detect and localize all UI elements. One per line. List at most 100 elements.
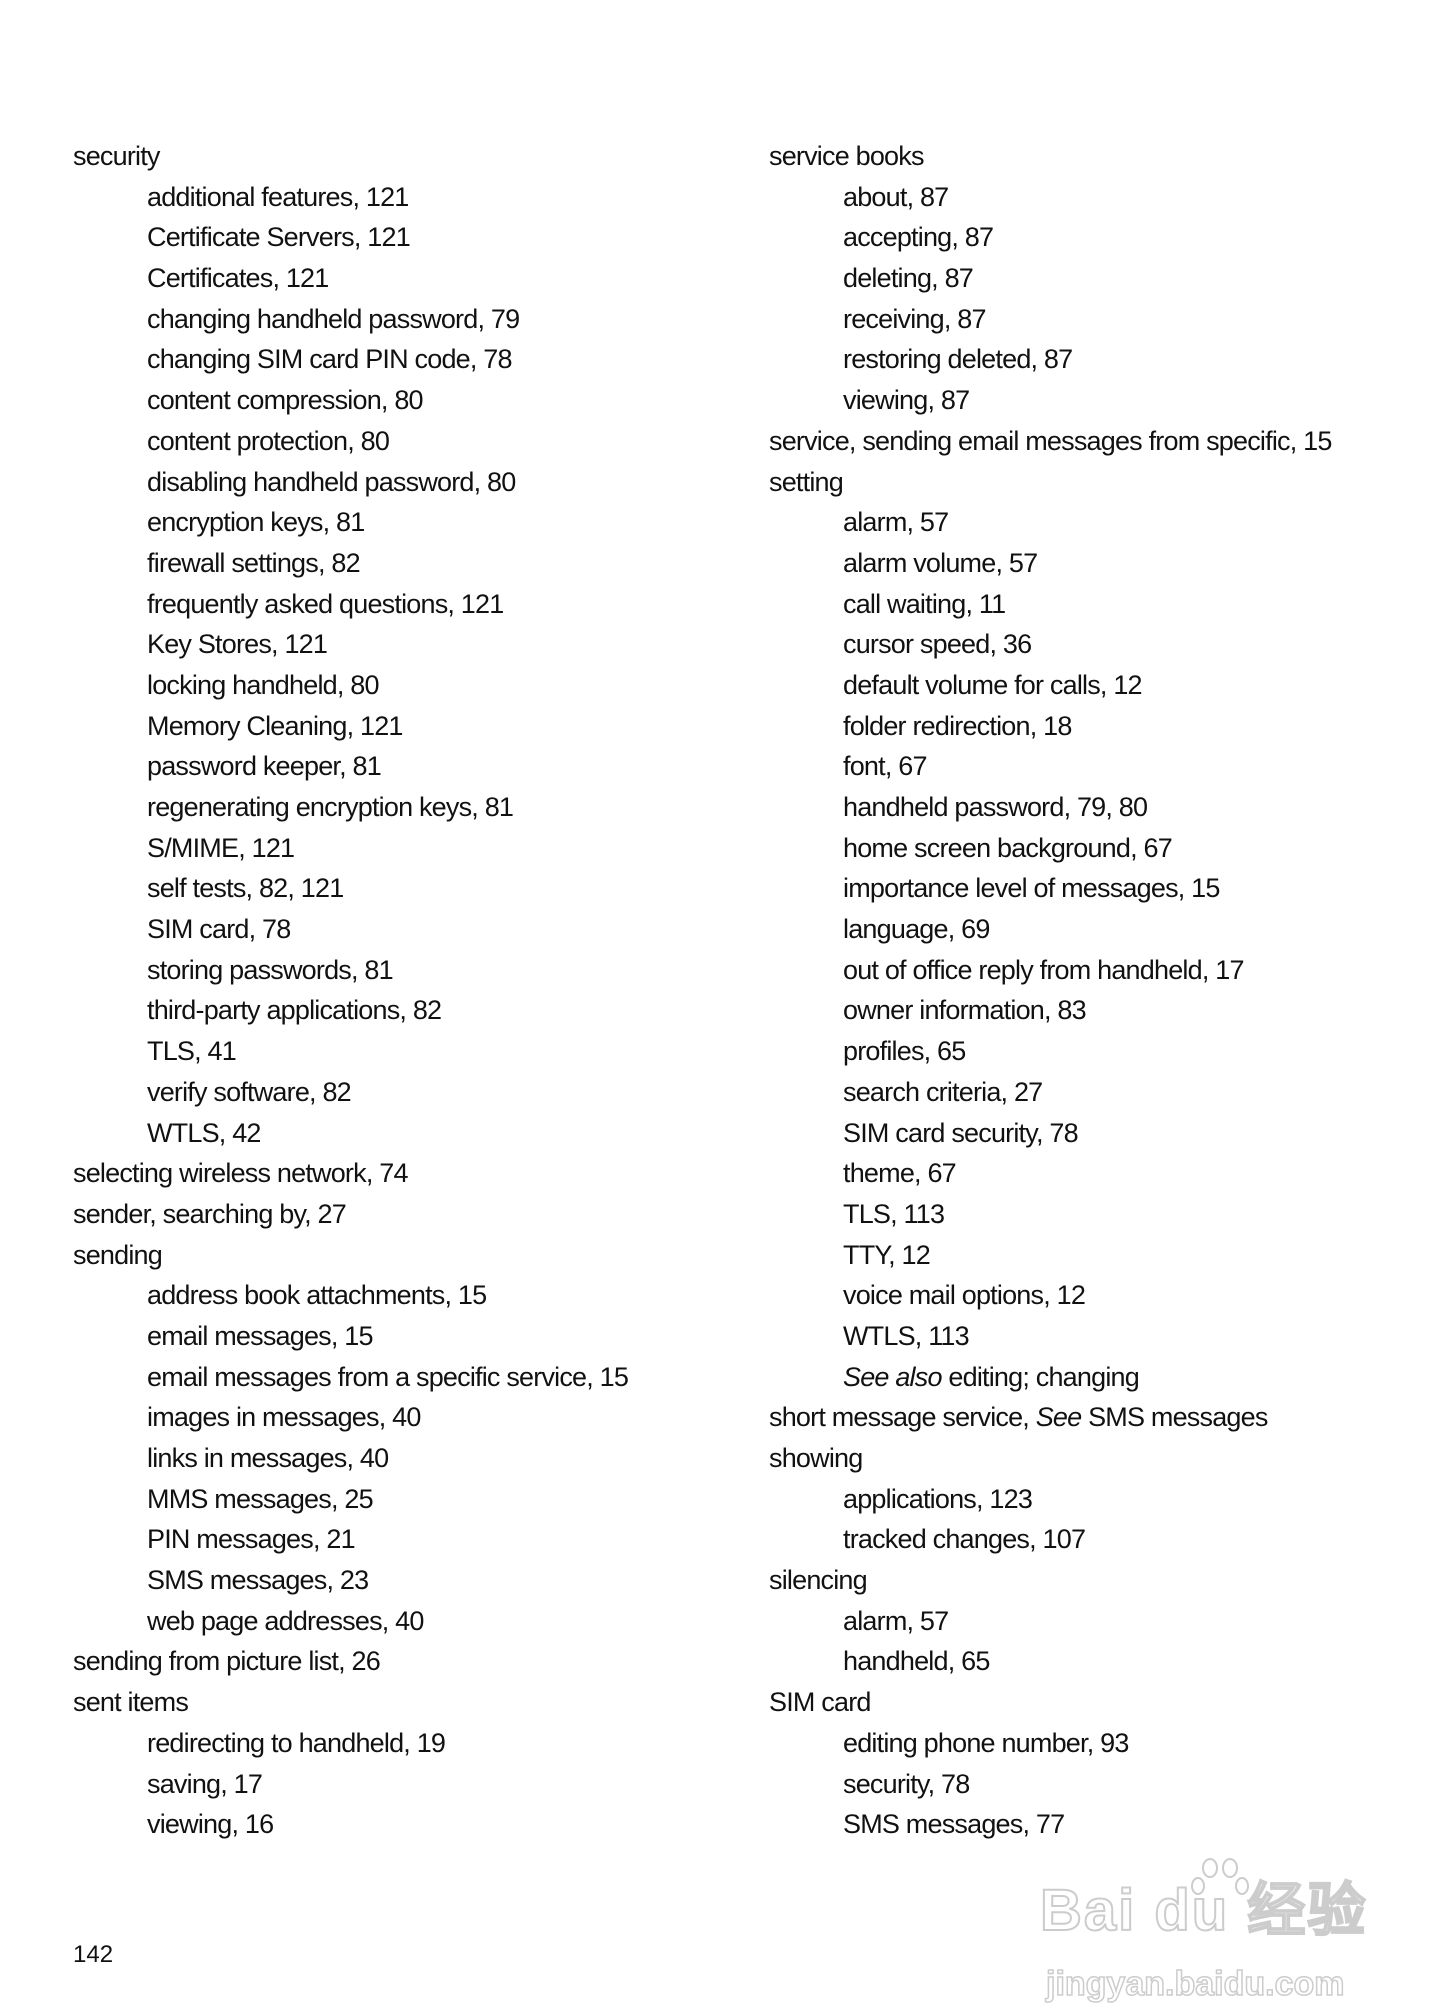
entry-text: storing passwords, 81 [147, 954, 394, 985]
entry-text: service, sending email messages from spe… [769, 425, 1332, 456]
cross-reference-label: See also [843, 1361, 942, 1392]
index-subentry: call waiting, 11 [769, 584, 1332, 625]
index-subentry: alarm volume, 57 [769, 543, 1332, 584]
entry-text: importance level of messages, 15 [843, 873, 1220, 904]
watermark-url: jingyan.baidu.com [1045, 1964, 1345, 2004]
index-subentry: voice mail options, 12 [769, 1275, 1332, 1316]
index-subentry: address book attachments, 15 [73, 1275, 628, 1316]
index-entry: selecting wireless network, 74 [73, 1153, 628, 1194]
entry-text: language, 69 [843, 914, 990, 945]
index-entry: sent items [73, 1682, 628, 1723]
entry-text: receiving, 87 [843, 303, 987, 334]
index-subentry: SMS messages, 23 [73, 1560, 628, 1601]
entry-text: password keeper, 81 [147, 751, 382, 782]
index-subentry: content protection, 80 [73, 421, 628, 462]
index-subentry: saving, 17 [73, 1764, 628, 1805]
index-subentry: deleting, 87 [769, 258, 1332, 299]
entry-text: about, 87 [843, 181, 949, 212]
entry-text: showing [769, 1443, 863, 1473]
index-subentry: Certificate Servers, 121 [73, 217, 628, 258]
entry-text: S/MIME, 121 [147, 832, 295, 863]
entry-text: changing handheld password, 79 [147, 303, 520, 334]
index-entry: sender, searching by, 27 [73, 1194, 628, 1235]
entry-text: short message service, [769, 1402, 1036, 1433]
index-subentry: third-party applications, 82 [73, 990, 628, 1031]
entry-text: images in messages, 40 [147, 1402, 421, 1433]
entry-text: security, 78 [843, 1768, 970, 1799]
entry-text: folder redirection, 18 [843, 710, 1072, 741]
index-subentry: changing SIM card PIN code, 78 [73, 339, 628, 380]
index-subentry: MMS messages, 25 [73, 1479, 628, 1520]
index-subentry: owner information, 83 [769, 990, 1332, 1031]
entry-text: changing SIM card PIN code, 78 [147, 344, 513, 375]
paw-icon [1191, 1858, 1249, 1895]
index-column-left: security additional features, 121 Certific… [73, 136, 629, 1845]
entry-text: WTLS, 113 [843, 1320, 970, 1351]
entry-text: Certificates, 121 [147, 263, 329, 294]
index-subentry: language, 69 [769, 909, 1332, 950]
entry-text: setting [769, 466, 844, 497]
watermark-logo-text: Bai du 经验 [1040, 1878, 1368, 1944]
entry-text: applications, 123 [843, 1483, 1033, 1514]
entry-text: TLS, 113 [843, 1198, 945, 1229]
entry-text: email messages, 15 [147, 1320, 374, 1351]
index-subentry: redirecting to handheld, 19 [73, 1723, 628, 1764]
entry-text: accepting, 87 [843, 222, 994, 253]
entry-text: restoring deleted, 87 [843, 344, 1073, 375]
index-subentry: applications, 123 [769, 1479, 1332, 1520]
index-subentry: WTLS, 42 [73, 1113, 628, 1154]
index-subentry: handheld password, 79, 80 [769, 787, 1332, 828]
index-subentry: self tests, 82, 121 [73, 868, 628, 909]
index-subentry: disabling handheld password, 80 [73, 462, 628, 503]
entry-text: SIM card [769, 1687, 871, 1718]
entry-text: sender, searching by, 27 [73, 1198, 347, 1229]
entry-text: MMS messages, 25 [147, 1483, 374, 1514]
index-subentry: TTY, 12 [769, 1235, 1332, 1276]
index-subentry: changing handheld password, 79 [73, 299, 628, 340]
index-subentry: viewing, 16 [73, 1804, 628, 1845]
index-subentry: accepting, 87 [769, 217, 1332, 258]
entry-text: alarm volume, 57 [843, 547, 1038, 578]
entry-text: links in messages, 40 [147, 1443, 389, 1473]
page-number: 142 [73, 1941, 114, 1968]
entry-text: additional features, 121 [147, 181, 409, 212]
entry-text: security [73, 141, 160, 171]
entry-text: viewing, 87 [843, 385, 970, 416]
entry-text: sending [73, 1239, 163, 1270]
index-subentry: tracked changes, 107 [769, 1519, 1332, 1560]
entry-text: search criteria, 27 [843, 1076, 1043, 1107]
index-subentry: images in messages, 40 [73, 1397, 628, 1438]
entry-text: alarm, 57 [843, 1605, 949, 1636]
entry-text: web page addresses, 40 [147, 1605, 424, 1636]
entry-text: tracked changes, 107 [843, 1524, 1086, 1555]
cross-reference-target: SMS messages [1081, 1402, 1268, 1433]
index-entry: showing [769, 1438, 1332, 1479]
entry-text: deleting, 87 [843, 263, 974, 294]
index-subentry: web page addresses, 40 [73, 1601, 628, 1642]
entry-text: sent items [73, 1687, 189, 1718]
entry-text: email messages from a specific service, … [147, 1361, 629, 1392]
index-subentry: Memory Cleaning, 121 [73, 706, 628, 747]
entry-text: frequently asked questions, 121 [147, 588, 504, 619]
entry-text: regenerating encryption keys, 81 [147, 792, 514, 822]
entry-text: viewing, 16 [147, 1809, 274, 1840]
index-subentry: WTLS, 113 [769, 1316, 1332, 1357]
entry-text: Certificate Servers, 121 [147, 222, 411, 253]
entry-text: handheld, 65 [843, 1646, 990, 1677]
index-subentry: email messages from a specific service, … [73, 1357, 629, 1398]
entry-text: encryption keys, 81 [147, 507, 365, 538]
index-subentry: links in messages, 40 [73, 1438, 628, 1479]
index-subentry: handheld, 65 [769, 1641, 1332, 1682]
index-subentry: additional features, 121 [73, 177, 628, 218]
index-subentry: restoring deleted, 87 [769, 339, 1332, 380]
entry-text: silencing [769, 1565, 868, 1596]
entry-text: disabling handheld password, 80 [147, 466, 516, 497]
index-subentry: folder redirection, 18 [769, 706, 1332, 747]
index-entry: service, sending email messages from spe… [769, 421, 1332, 462]
entry-text: theme, 67 [843, 1158, 957, 1189]
index-entry: setting [769, 462, 1332, 503]
index-subentry: TLS, 113 [769, 1194, 1332, 1235]
index-subentry: out of office reply from handheld, 17 [769, 950, 1332, 991]
index-subentry: importance level of messages, 15 [769, 868, 1332, 909]
index-subentry: alarm, 57 [769, 502, 1332, 543]
